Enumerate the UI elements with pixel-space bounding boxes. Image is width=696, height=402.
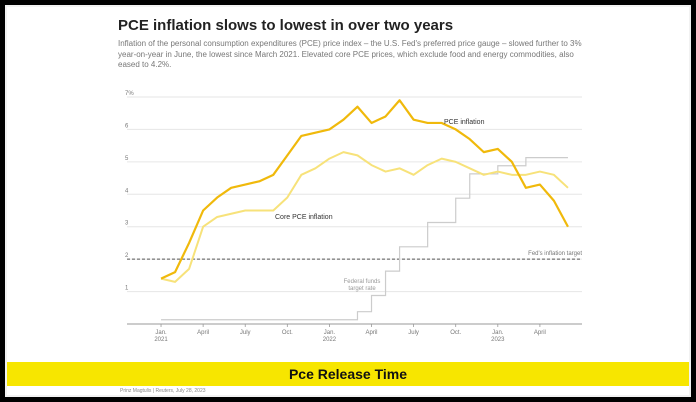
fed-funds-rate-line (161, 157, 568, 321)
x-tick-year-label: 2021 (154, 337, 168, 343)
y-tick-label: 1 (125, 286, 129, 292)
y-unit-label: 7% (125, 91, 134, 97)
x-tick-label: Oct. (450, 330, 461, 336)
x-tick-label: Oct. (282, 330, 293, 336)
y-tick-label: 6 (125, 123, 129, 129)
y-tick-label: 5 (125, 156, 129, 162)
pce-inflation-label: PCE inflation (444, 119, 485, 126)
x-tick-year-label: 2022 (323, 337, 337, 343)
x-tick-label: April (366, 330, 378, 336)
inflation-target-label: Fed's inflation target (528, 251, 582, 257)
x-tick-label: April (197, 330, 209, 336)
chart-title: PCE inflation slows to lowest in over tw… (118, 17, 454, 34)
chart-frame: PCE inflation slows to lowest in over tw… (5, 5, 691, 397)
x-tick-year-label: 2023 (491, 337, 505, 343)
core-pce-inflation-label: Core PCE inflation (275, 214, 333, 221)
x-tick-label: July (240, 330, 251, 336)
fed-funds-label-line2: target rate (348, 286, 376, 292)
x-tick-label: Jan. (155, 330, 167, 336)
source-credit: Prinz Magtulis | Reuters, July 28, 2023 (120, 388, 206, 394)
x-tick-label: Jan. (492, 330, 504, 336)
y-tick-label: 4 (125, 188, 129, 194)
chart-subtitle: Inflation of the personal consumption ex… (118, 39, 582, 69)
fed-funds-label-line1: Federal funds (344, 279, 381, 285)
release-time-banner: Pce Release Time (7, 362, 689, 386)
core-pce-inflation-line (160, 151, 569, 283)
x-tick-label: July (408, 330, 419, 336)
x-tick-label: April (534, 330, 546, 336)
pce-inflation-line (160, 99, 569, 280)
x-tick-label: Jan. (324, 330, 336, 336)
y-tick-label: 2 (125, 253, 129, 259)
y-tick-label: 3 (125, 221, 129, 227)
